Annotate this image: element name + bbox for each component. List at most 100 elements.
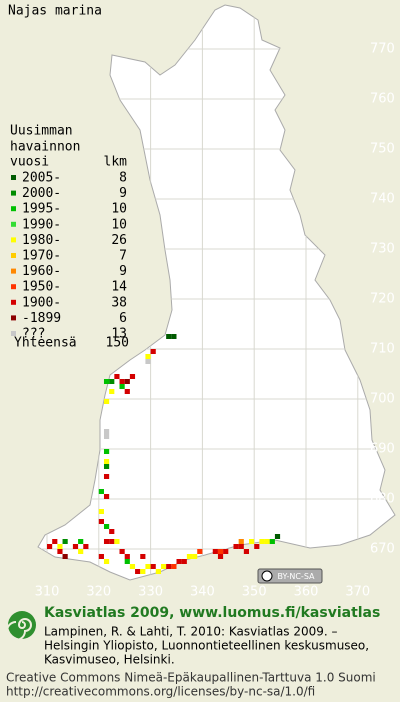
legend-heading: vuosi xyxy=(10,155,49,170)
occurrence-square xyxy=(249,539,255,544)
legend-swatch xyxy=(11,221,16,227)
legend-swatch xyxy=(11,331,16,336)
occurrence-square xyxy=(103,379,110,384)
legend-label: 1970- xyxy=(22,249,61,264)
legend-label: 1950- xyxy=(22,280,61,295)
legend-count: 38 xyxy=(111,295,127,310)
legend-label: 2005- xyxy=(22,171,61,186)
occurrence-square xyxy=(145,564,151,569)
footer-citation: Kasvimuseo, Helsinki. xyxy=(44,653,175,667)
occurrences xyxy=(47,334,281,574)
legend-swatch xyxy=(11,268,16,274)
occurrence-square xyxy=(259,539,265,544)
occurrence-square xyxy=(83,544,89,549)
occurrence-square xyxy=(135,569,141,574)
legend-swatch xyxy=(11,237,16,243)
east-label: 310 xyxy=(35,585,60,600)
occurrence-square xyxy=(129,564,136,569)
occurrence-square xyxy=(78,539,84,544)
east-label: 350 xyxy=(242,585,267,600)
occurrence-square xyxy=(181,559,187,564)
logo xyxy=(6,611,36,641)
legend-count: 26 xyxy=(111,233,127,248)
north-label: 760 xyxy=(370,92,395,107)
occurrence-square xyxy=(98,509,104,514)
occurrence-square xyxy=(103,459,110,464)
legend-swatch xyxy=(11,299,16,305)
occurrence-square xyxy=(57,549,63,554)
occurrence-square xyxy=(119,384,125,389)
occurrence-square xyxy=(166,564,172,569)
occurrence-square xyxy=(176,559,182,564)
legend-count: 13 xyxy=(111,327,127,342)
occurrence-square xyxy=(114,539,120,544)
occurrence-square xyxy=(62,554,68,559)
occurrence-square xyxy=(160,564,167,569)
occurrence-square xyxy=(109,529,115,534)
legend-label: 2000- xyxy=(22,186,61,201)
occurrence-square xyxy=(243,549,250,554)
occurrence-square xyxy=(145,354,151,359)
occurrence-square xyxy=(264,539,270,544)
occurrence-square xyxy=(124,379,130,384)
occurrence-square xyxy=(217,549,224,554)
occurrence-square xyxy=(98,489,104,494)
occurrence-square xyxy=(140,554,146,559)
legend-swatch xyxy=(11,253,16,258)
legend-label: ??? xyxy=(22,327,45,342)
north-label: 770 xyxy=(370,42,395,57)
north-label: 750 xyxy=(370,142,395,157)
occurrence-square xyxy=(166,334,172,339)
legend-total-label: Yhteensä xyxy=(14,336,77,351)
occurrence-square xyxy=(103,539,110,544)
logo-spiral xyxy=(6,618,32,641)
north-label: 680 xyxy=(370,492,395,507)
occurrence-square xyxy=(103,474,110,479)
north-label: 700 xyxy=(370,392,395,407)
occurrence-square xyxy=(186,554,193,559)
legend-count-heading: lkm xyxy=(104,155,128,170)
occurrence-square xyxy=(103,494,110,499)
legend-count: 14 xyxy=(111,280,127,295)
occurrence-square xyxy=(57,544,63,549)
legend-label: 1960- xyxy=(22,264,61,279)
occurrence-square xyxy=(192,554,198,559)
cc-badge: BY-NC-SA xyxy=(257,568,323,584)
occurrence-square xyxy=(103,524,110,529)
footer-license: http://creativecommons.org/licenses/by-n… xyxy=(6,685,315,699)
occurrence-square xyxy=(114,374,120,379)
occurrence-square xyxy=(124,554,130,559)
occurrence-square xyxy=(238,544,244,549)
east-label: 360 xyxy=(294,585,319,600)
legend-swatch xyxy=(11,284,16,290)
occurrence-square xyxy=(119,549,125,554)
occurrence-square xyxy=(197,549,203,554)
legend-label: -1899 xyxy=(22,311,61,326)
legend-count: 6 xyxy=(119,311,127,326)
east-label: 340 xyxy=(190,585,215,600)
occurrence-square xyxy=(140,569,146,574)
occurrence-square xyxy=(103,434,110,439)
occurrence-square xyxy=(98,519,104,524)
legend-swatch xyxy=(11,190,16,196)
occurrence-square xyxy=(238,539,244,544)
east-label: 320 xyxy=(86,585,111,600)
occurrence-square xyxy=(274,534,281,539)
occurrence-square xyxy=(233,544,239,549)
occurrence-square xyxy=(62,539,68,544)
occurrence-square xyxy=(72,544,79,549)
occurrence-square xyxy=(171,564,177,569)
occurrence-square xyxy=(52,539,58,544)
occurrence-square xyxy=(103,429,110,434)
legend-label: 1990- xyxy=(22,217,61,232)
occurrence-square xyxy=(150,349,156,354)
legend-total: 150 xyxy=(106,336,129,351)
occurrence-square xyxy=(124,389,130,394)
east-label: 330 xyxy=(138,585,163,600)
legend-label: 1980- xyxy=(22,233,61,248)
occurrence-square xyxy=(109,389,115,394)
legend-count: 7 xyxy=(119,249,127,264)
legend-swatch xyxy=(11,315,16,321)
footer-citation: Helsingin Yliopisto, Luonnontieteellinen… xyxy=(44,639,369,653)
